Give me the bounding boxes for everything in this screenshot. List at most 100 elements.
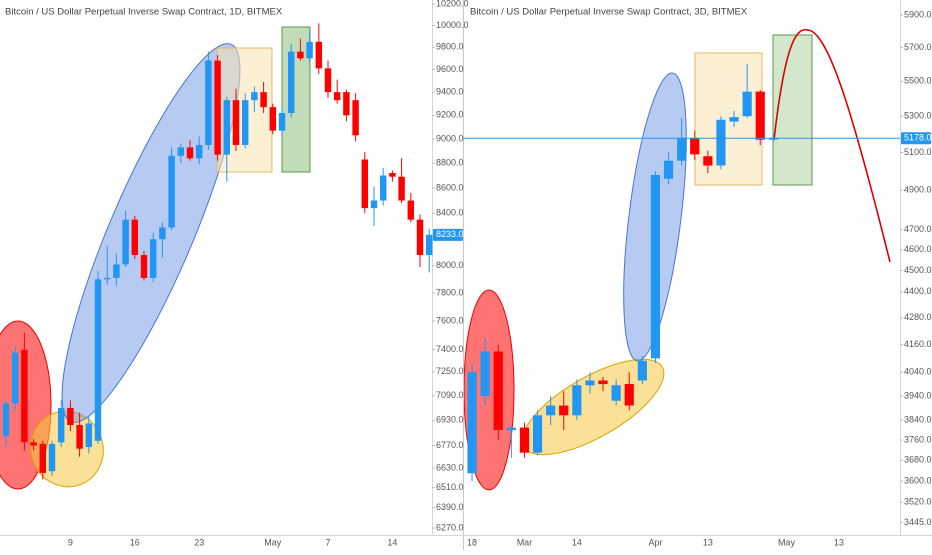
candle-body <box>506 427 516 431</box>
candle-body <box>76 425 83 449</box>
candle-body <box>67 408 74 426</box>
candle-body <box>287 51 295 113</box>
candle-body <box>278 112 286 131</box>
candle-body <box>480 351 490 396</box>
y-tick-label: 3445.0 <box>904 517 932 527</box>
y-tick-label: 4700.0 <box>904 224 932 234</box>
candle-body <box>677 137 687 161</box>
y-tick-label: 9200.0 <box>436 110 464 120</box>
y-tick-label: 6770.0 <box>436 440 464 450</box>
candle-body <box>2 403 10 437</box>
green-box <box>772 34 813 186</box>
y-tick-label: 7400.0 <box>436 344 464 354</box>
candle-body <box>370 200 378 209</box>
candle-body <box>205 60 212 145</box>
green-box <box>281 26 311 173</box>
x-tick-label: 9 <box>68 537 73 547</box>
y-tick-label: 7600.0 <box>436 315 464 325</box>
y-tick-label: 8800.0 <box>436 158 464 168</box>
candle-body <box>361 159 369 209</box>
y-tick-label: 3600.0 <box>904 475 932 485</box>
candle-body <box>122 219 129 265</box>
candle-body <box>352 100 359 136</box>
candle-body <box>223 100 231 155</box>
y-tick-label: 9600.0 <box>436 64 464 74</box>
candle-body <box>85 423 93 448</box>
y-tick-label: 4600.0 <box>904 244 932 254</box>
x-tick-label: May <box>264 537 282 547</box>
x-tick-label: 13 <box>703 537 713 547</box>
candle-body <box>269 107 277 131</box>
y-tick-label: 7800.0 <box>436 287 464 297</box>
x-tick-label: 23 <box>194 537 204 547</box>
candle-body <box>57 408 65 443</box>
candle-body <box>703 156 713 166</box>
candle-body <box>260 92 267 108</box>
x-tick-label: 13 <box>834 537 844 547</box>
candle-body <box>546 405 556 416</box>
candle-body <box>297 51 304 59</box>
candle-body <box>149 239 157 278</box>
candle-body <box>251 92 258 101</box>
x-tick-label: 18 <box>467 537 477 547</box>
y-tick-label: 4040.0 <box>904 367 932 377</box>
y-tick-label: 6630.0 <box>436 462 464 472</box>
x-tick-label: Mar <box>517 537 533 547</box>
candle-body <box>140 255 148 278</box>
y-tick-label: 7250.0 <box>436 366 464 376</box>
y-tick-label: 9800.0 <box>436 42 464 52</box>
candle-body <box>572 385 582 416</box>
candle-body <box>519 427 530 453</box>
y-tick-label: 3940.0 <box>904 390 932 400</box>
y-tick-label: 9400.0 <box>436 87 464 97</box>
y-tick-label: 3840.0 <box>904 415 932 425</box>
candle-body <box>113 264 120 278</box>
y-tick-label: 6510.0 <box>436 482 464 492</box>
candle-body <box>21 349 28 443</box>
candle-body <box>407 200 415 220</box>
projection-curve <box>773 28 891 263</box>
candle-body <box>214 60 221 155</box>
chart-title: Bitcoin / US Dollar Perpetual Inverse Sw… <box>5 7 283 18</box>
x-tick-label: 14 <box>572 537 582 547</box>
y-tick-label: 4400.0 <box>904 286 932 296</box>
candle-body <box>159 227 166 240</box>
y-tick-label: 5900.0 <box>904 9 932 19</box>
candle-body <box>333 92 341 101</box>
y-tick-label: 5700.0 <box>904 42 932 52</box>
candle-body <box>195 144 203 159</box>
candle-body <box>343 92 350 116</box>
candle-body <box>168 155 175 228</box>
y-tick-label: 10000.0 <box>436 20 469 30</box>
y-tick-label: 5100.0 <box>904 147 932 157</box>
candle-body <box>416 219 424 256</box>
y-tick-label: 8600.0 <box>436 182 464 192</box>
candle-body <box>559 405 569 416</box>
y-tick-label: 8400.0 <box>436 208 464 218</box>
candle-body <box>493 351 503 431</box>
price-badge-label: 5178.0 <box>904 133 932 143</box>
candle-body <box>716 119 726 166</box>
candle-body <box>398 176 405 201</box>
x-tick-label: Apr <box>648 537 662 547</box>
y-tick-label: 4280.0 <box>904 312 932 322</box>
candle-body <box>186 147 194 159</box>
x-tick-label: May <box>778 537 796 547</box>
candle-body <box>389 172 396 177</box>
x-tick-label: 7 <box>325 537 330 547</box>
candle-body <box>306 41 313 59</box>
candle-body <box>598 380 608 385</box>
candle-body <box>425 234 433 256</box>
candle-body <box>585 380 595 386</box>
y-tick-label: 4500.0 <box>904 265 932 275</box>
y-tick-label: 7090.0 <box>436 390 464 400</box>
candle-body <box>48 443 56 472</box>
y-tick-label: 3520.0 <box>904 497 932 507</box>
y-tick-label: 3680.0 <box>904 455 932 465</box>
candle-body <box>131 219 139 256</box>
y-tick-label: 6390.0 <box>436 502 464 512</box>
candle-body <box>30 442 37 446</box>
price-badge-label: 8233.0 <box>436 229 464 239</box>
candle-body <box>755 91 765 140</box>
